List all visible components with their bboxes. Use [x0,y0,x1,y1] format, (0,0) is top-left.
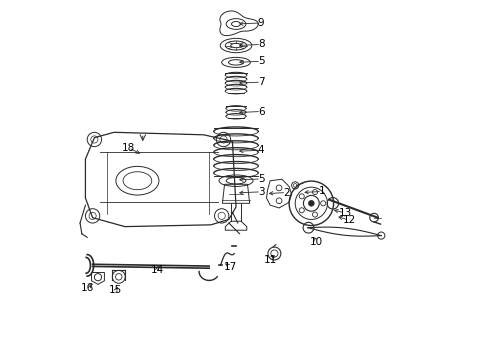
Text: 14: 14 [150,265,164,275]
Text: 3: 3 [258,187,265,197]
Text: 10: 10 [310,237,323,247]
Text: 5: 5 [258,56,265,66]
Text: 12: 12 [343,215,356,225]
Text: 18: 18 [122,143,135,153]
Text: 16: 16 [81,283,95,293]
Text: 17: 17 [223,262,237,272]
Text: 1: 1 [319,186,325,197]
Text: 15: 15 [109,285,122,295]
Text: 4: 4 [258,145,265,155]
Circle shape [309,201,314,206]
Text: 11: 11 [264,255,277,265]
Text: 9: 9 [258,18,265,28]
Text: 7: 7 [258,77,265,87]
Text: 6: 6 [258,107,265,117]
Text: 5: 5 [258,174,265,184]
Text: 13: 13 [339,208,352,218]
Text: 8: 8 [258,40,265,49]
Text: 2: 2 [283,188,290,198]
